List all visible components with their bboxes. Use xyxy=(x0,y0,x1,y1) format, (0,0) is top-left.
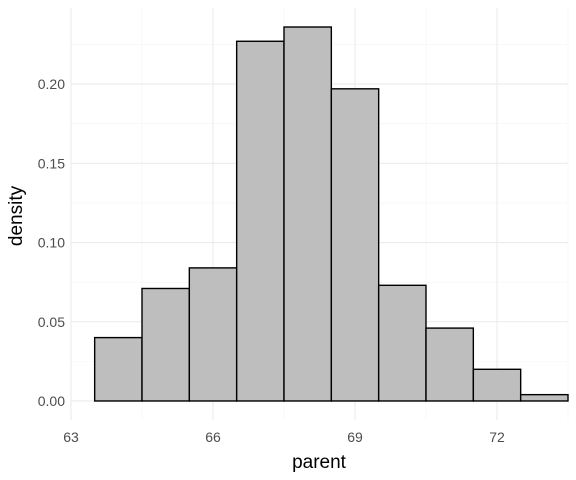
y-tick-label: 0.10 xyxy=(38,235,65,251)
x-axis-ticks: 63 66 69 72 xyxy=(63,429,505,445)
y-tick-label: 0.00 xyxy=(38,393,65,409)
histogram-bar xyxy=(141,287,191,402)
x-tick-label: 63 xyxy=(63,429,79,445)
x-tick-label: 66 xyxy=(205,429,221,445)
histogram-bar xyxy=(377,284,427,402)
x-tick-label: 72 xyxy=(489,429,505,445)
histogram-bar xyxy=(519,393,569,402)
histogram-bar xyxy=(330,88,380,402)
histogram-bar xyxy=(425,327,475,402)
histogram-bar xyxy=(283,26,333,402)
x-axis-title: parent xyxy=(292,452,347,473)
histogram-bar xyxy=(235,40,285,402)
y-tick-label: 0.15 xyxy=(38,155,65,171)
y-axis-ticks: 0.00 0.05 0.10 0.15 0.20 xyxy=(38,76,65,409)
y-tick-label: 0.05 xyxy=(38,314,65,330)
histogram-bar xyxy=(93,336,143,402)
histogram-bars xyxy=(93,26,569,402)
histogram-bar xyxy=(188,267,238,402)
y-axis-title: density xyxy=(6,185,27,246)
y-tick-label: 0.20 xyxy=(38,76,65,92)
x-tick-label: 69 xyxy=(347,429,363,445)
histogram-bar xyxy=(472,368,522,402)
